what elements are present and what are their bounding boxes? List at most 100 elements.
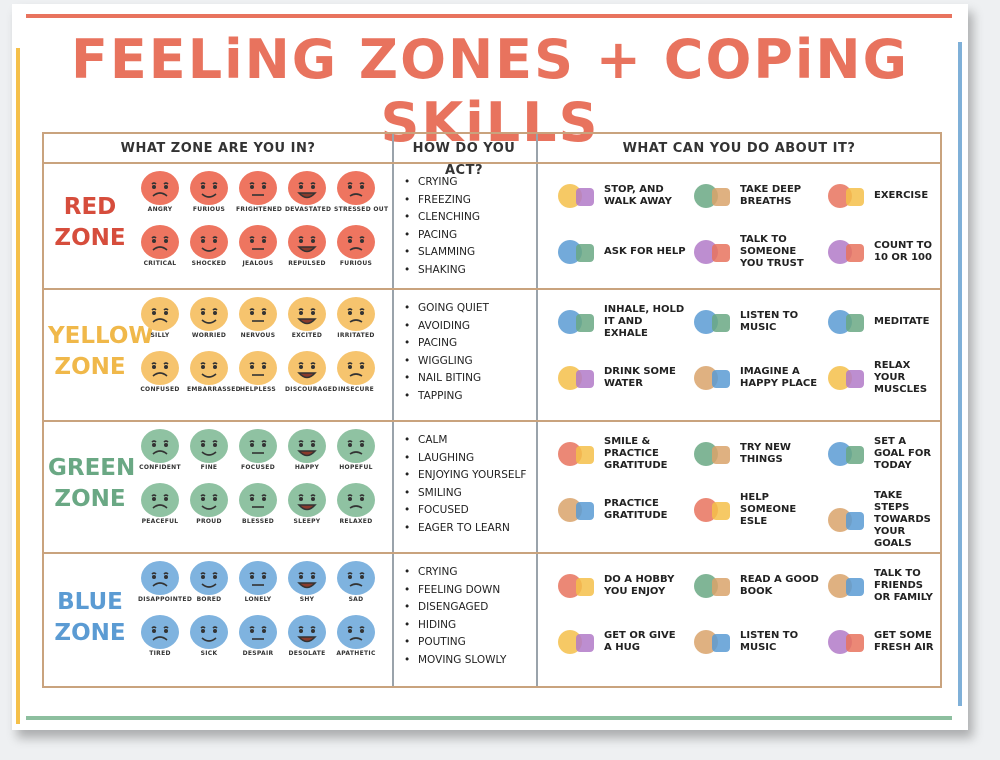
coping-skill: GET OR GIVE A HUG bbox=[554, 622, 686, 662]
smile-icon bbox=[554, 434, 600, 474]
emotion-face-blue: SAD bbox=[334, 560, 378, 603]
coping-skill-label: TALK TO SOMEONE YOU TRUST bbox=[740, 234, 804, 269]
emotion-face-blue: APATHETIC bbox=[334, 614, 378, 657]
action-item: SMILING bbox=[404, 485, 540, 503]
emotion-face-yellow: IRRITATED bbox=[334, 296, 378, 339]
face-icon bbox=[337, 225, 375, 259]
coping-skill: COUNT TO 10 OR 100 bbox=[824, 232, 940, 272]
help-icon bbox=[554, 232, 600, 272]
coping-skill-label: HELP SOMEONE ESLE bbox=[740, 492, 797, 527]
action-item: NAIL BITING bbox=[404, 370, 540, 388]
action-item: CLENCHING bbox=[404, 209, 540, 227]
emotion-face-blue: DISAPPOINTED bbox=[138, 560, 193, 603]
face-label: APATHETIC bbox=[336, 650, 376, 657]
action-item: FEELING DOWN bbox=[404, 582, 540, 600]
face-label: BLESSED bbox=[241, 518, 275, 525]
face-icon bbox=[141, 429, 179, 463]
row-divider bbox=[44, 288, 940, 290]
face-icon bbox=[190, 615, 228, 649]
action-item: CRYING bbox=[404, 564, 540, 582]
action-item: GOING QUIET bbox=[404, 300, 540, 318]
zone-name-line1: RED bbox=[63, 194, 117, 220]
coping-skill-label: ASK FOR HELP bbox=[604, 246, 686, 257]
face-label: DESPAIR bbox=[242, 650, 274, 657]
zone-name-line2: ZONE bbox=[54, 486, 126, 512]
face-label: DISAPPOINTED bbox=[138, 596, 193, 603]
gratitude-icon bbox=[554, 490, 600, 530]
palette-icon bbox=[690, 434, 736, 474]
action-item: SHAKING bbox=[404, 262, 540, 280]
face-label: NERVOUS bbox=[240, 332, 276, 339]
face-icon bbox=[288, 561, 326, 595]
coping-skill: STOP, AND WALK AWAY bbox=[554, 176, 686, 216]
face-label: FURIOUS bbox=[192, 206, 226, 213]
poster: FEELiNG ZONES + COPiNG SKiLLS WHAT ZONE … bbox=[12, 4, 968, 730]
stop-walk-icon bbox=[554, 176, 600, 216]
relax-icon bbox=[824, 358, 870, 398]
face-label: DESOLATE bbox=[288, 650, 326, 657]
face-icon bbox=[190, 429, 228, 463]
face-icon bbox=[141, 225, 179, 259]
face-label: PROUD bbox=[196, 518, 222, 525]
face-icon bbox=[337, 297, 375, 331]
coping-skill: TRY NEW THINGS bbox=[690, 434, 822, 474]
talk-icon bbox=[690, 232, 736, 272]
header-zone: WHAT ZONE ARE YOU IN? bbox=[120, 141, 316, 156]
coping-skill: SET A GOAL FOR TODAY bbox=[824, 434, 940, 474]
face-icon bbox=[190, 171, 228, 205]
action-item: AVOIDING bbox=[404, 318, 540, 336]
coping-skill: DO A HOBBY YOU ENJOY bbox=[554, 566, 686, 606]
emotion-face-red: STRESSED OUT bbox=[334, 170, 388, 213]
action-item: FOCUSED bbox=[404, 502, 540, 520]
music-notes-icon bbox=[690, 622, 736, 662]
emotion-face-green: HAPPY bbox=[285, 428, 329, 471]
lungs-icon bbox=[690, 176, 736, 216]
face-icon bbox=[239, 351, 277, 385]
action-item: FREEZING bbox=[404, 192, 540, 210]
action-item: PACING bbox=[404, 227, 540, 245]
emotion-face-yellow: EMBARRASSED bbox=[187, 350, 241, 393]
face-label: REPULSED bbox=[288, 260, 326, 267]
face-icon bbox=[288, 351, 326, 385]
face-label: RELAXED bbox=[339, 518, 373, 525]
emotion-face-red: FURIOUS bbox=[334, 224, 378, 267]
face-icon bbox=[337, 171, 375, 205]
emotion-face-red: ANGRY bbox=[138, 170, 182, 213]
face-label: CONFUSED bbox=[140, 386, 180, 393]
face-icon bbox=[190, 225, 228, 259]
zone-name-red: RED ZONE bbox=[48, 192, 132, 254]
face-label: HELPLESS bbox=[239, 386, 277, 393]
face-label: CONFIDENT bbox=[139, 464, 181, 471]
zone-name-line2: ZONE bbox=[54, 354, 126, 380]
zone-name-green: GREEN ZONE bbox=[48, 453, 135, 515]
emotion-face-green: RELAXED bbox=[334, 482, 378, 525]
action-item: WIGGLING bbox=[404, 353, 540, 371]
face-label: HAPPY bbox=[294, 464, 320, 471]
coping-skill-label: TRY NEW THINGS bbox=[740, 442, 791, 465]
face-icon bbox=[141, 171, 179, 205]
coping-skill: INHALE, HOLD IT AND EXHALE bbox=[554, 302, 686, 342]
face-label: SHY bbox=[299, 596, 315, 603]
action-item: CRYING bbox=[404, 174, 540, 192]
action-item: EAGER TO LEARN bbox=[404, 520, 540, 538]
zone-name-blue: BLUE ZONE bbox=[48, 587, 132, 649]
coping-skill: ASK FOR HELP bbox=[554, 232, 686, 272]
numbers-icon bbox=[824, 232, 870, 272]
actions-list-red: CRYINGFREEZINGCLENCHINGPACINGSLAMMINGSHA… bbox=[404, 174, 540, 279]
face-icon bbox=[337, 429, 375, 463]
coping-skill-label: IMAGINE A HAPPY PLACE bbox=[740, 366, 818, 389]
face-label: SICK bbox=[200, 650, 218, 657]
emotion-face-green: CONFIDENT bbox=[138, 428, 182, 471]
emotion-face-green: HOPEFUL bbox=[334, 428, 378, 471]
exercise-icon bbox=[824, 176, 870, 216]
action-item: DISENGAGED bbox=[404, 599, 540, 617]
row-divider bbox=[44, 552, 940, 554]
face-icon bbox=[239, 561, 277, 595]
face-label: LONELY bbox=[244, 596, 272, 603]
headphones-icon bbox=[690, 302, 736, 342]
emotion-face-green: PROUD bbox=[187, 482, 231, 525]
face-label: SAD bbox=[348, 596, 364, 603]
row-divider bbox=[44, 420, 940, 422]
face-label: JEALOUS bbox=[242, 260, 274, 267]
face-label: PEACEFUL bbox=[141, 518, 179, 525]
